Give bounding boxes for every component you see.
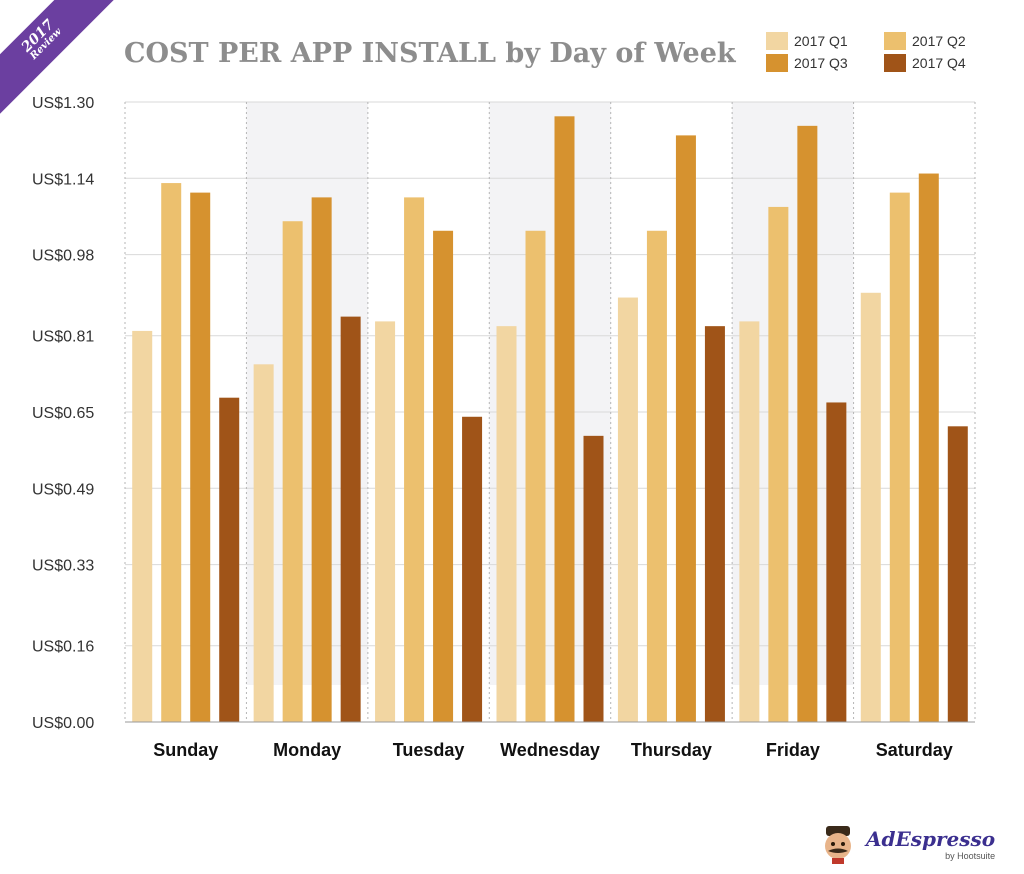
- legend-item: 2017 Q1: [766, 32, 848, 50]
- x-tick-label: Friday: [766, 740, 820, 760]
- bar-tuesday-q2: [404, 197, 425, 722]
- x-tick-label: Wednesday: [500, 740, 600, 760]
- x-tick-label: Thursday: [631, 740, 712, 760]
- y-tick-label: US$0.98: [32, 248, 94, 265]
- x-tick-label: Monday: [273, 740, 341, 760]
- bar-monday-q3: [311, 197, 332, 722]
- bar-sunday-q3: [190, 192, 211, 723]
- bar-wednesday-q2: [525, 230, 546, 722]
- bar-sunday-q2: [161, 183, 182, 723]
- bar-thursday-q4: [704, 326, 725, 722]
- legend-item: 2017 Q2: [884, 32, 966, 50]
- bar-monday-q4: [340, 316, 361, 722]
- legend-item: 2017 Q3: [766, 54, 848, 72]
- legend-label: 2017 Q1: [794, 33, 848, 49]
- bar-friday-q3: [797, 125, 818, 723]
- bar-saturday-q4: [947, 426, 968, 722]
- bar-saturday-q2: [889, 192, 910, 723]
- bar-monday-q2: [282, 221, 303, 722]
- y-tick-label: US$0.65: [32, 405, 94, 422]
- bar-wednesday-q4: [583, 435, 604, 722]
- bar-saturday-q3: [918, 173, 939, 723]
- brand-name: AdEspresso: [866, 827, 996, 851]
- legend-label: 2017 Q2: [912, 33, 966, 49]
- mascot-icon: [825, 826, 851, 864]
- y-tick-label: US$1.14: [32, 171, 94, 188]
- bar-sunday-q1: [132, 330, 153, 722]
- legend-label: 2017 Q4: [912, 55, 966, 71]
- x-tick-label: Saturday: [876, 740, 953, 760]
- y-tick-label: US$0.00: [32, 715, 94, 732]
- bar-thursday-q1: [617, 297, 638, 722]
- legend-swatch: [766, 54, 788, 72]
- bar-friday-q2: [768, 206, 789, 722]
- bar-wednesday-q1: [496, 326, 517, 722]
- brand-sub: by Hootsuite: [945, 851, 996, 861]
- bar-friday-q1: [739, 321, 760, 722]
- bar-tuesday-q3: [433, 230, 454, 722]
- adespresso-logo: AdEspresso by Hootsuite: [818, 824, 995, 866]
- bar-tuesday-q4: [462, 416, 483, 722]
- legend-swatch: [884, 32, 906, 50]
- legend-swatch: [766, 32, 788, 50]
- bar-tuesday-q1: [375, 321, 396, 722]
- bar-friday-q4: [826, 402, 847, 722]
- bar-wednesday-q3: [554, 116, 575, 723]
- bar-sunday-q4: [219, 397, 240, 722]
- legend-item: 2017 Q4: [884, 54, 966, 72]
- y-tick-label: US$0.81: [32, 329, 94, 346]
- y-tick-label: US$0.49: [32, 481, 94, 498]
- legend-swatch: [884, 54, 906, 72]
- bar-thursday-q2: [646, 230, 667, 722]
- y-tick-label: US$0.33: [32, 558, 94, 575]
- x-tick-label: Tuesday: [393, 740, 465, 760]
- x-tick-label: Sunday: [153, 740, 218, 760]
- legend-label: 2017 Q3: [794, 55, 848, 71]
- bar-thursday-q3: [675, 135, 696, 722]
- bar-monday-q1: [253, 364, 274, 722]
- chart-title: COST PER APP INSTALL by Day of Week: [124, 38, 736, 69]
- y-tick-label: US$0.16: [32, 639, 94, 656]
- bar-saturday-q1: [860, 292, 881, 722]
- y-tick-label: US$1.30: [32, 95, 94, 112]
